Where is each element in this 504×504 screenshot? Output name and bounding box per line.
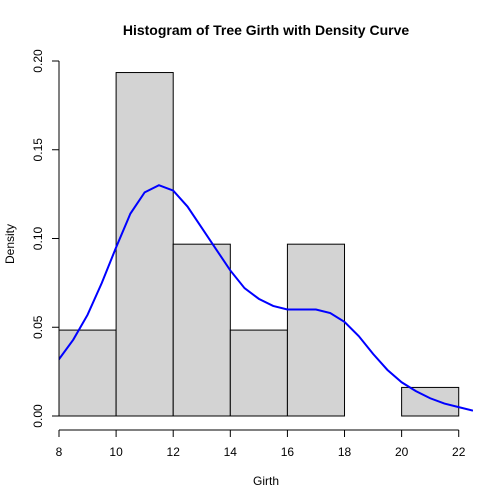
histogram-bar-6 xyxy=(401,386,460,417)
density-curve-line xyxy=(59,184,473,412)
x-tick-label-0: 8 xyxy=(56,445,63,459)
y-tick-label-0: 0.00 xyxy=(31,404,45,428)
x-tick-label-4: 16 xyxy=(281,445,295,459)
x-tick-label-2: 12 xyxy=(167,445,181,459)
bars-group xyxy=(58,72,460,417)
histogram-bar-2 xyxy=(172,243,231,417)
y-tick-label-2: 0.10 xyxy=(31,226,45,250)
y-tick-label-1: 0.05 xyxy=(31,315,45,339)
x-tick-label-5: 18 xyxy=(338,445,352,459)
y-axis-label: Density xyxy=(3,224,17,264)
x-tick-label-7: 22 xyxy=(452,445,466,459)
y-axis: 0.00 0.05 0.10 0.15 0.20 xyxy=(31,49,60,428)
y-tick-label-4: 0.20 xyxy=(31,49,45,73)
histogram-bar-1 xyxy=(115,72,174,417)
x-tick-label-1: 10 xyxy=(109,445,123,459)
histogram-bar-4 xyxy=(286,243,346,417)
x-axis-label: Girth xyxy=(253,474,279,488)
x-axis: 8 10 12 14 16 18 20 22 xyxy=(56,429,466,459)
x-tick-label-3: 14 xyxy=(224,445,238,459)
density-curve-group xyxy=(59,184,473,412)
x-tick-label-6: 20 xyxy=(395,445,409,459)
chart-title: Histogram of Tree Girth with Density Cur… xyxy=(123,22,409,38)
y-tick-label-3: 0.15 xyxy=(31,138,45,162)
histogram-bar-3 xyxy=(229,329,288,417)
histogram-bar-0 xyxy=(58,329,117,417)
